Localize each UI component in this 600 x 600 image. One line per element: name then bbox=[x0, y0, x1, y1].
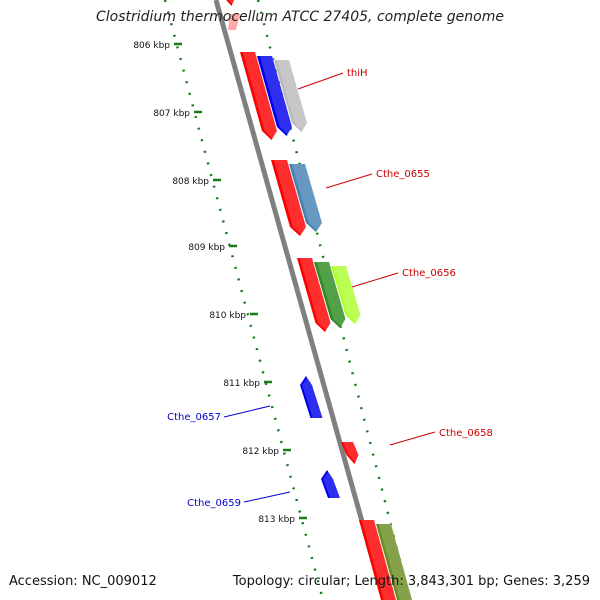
ruler-tick-label: 811 kbp bbox=[223, 379, 260, 389]
gene-feature-cthe_0659-part-0-sheen bbox=[323, 470, 343, 498]
backbone-line bbox=[213, 0, 387, 600]
gene-label: Cthe_0656 bbox=[402, 268, 456, 279]
gene-feature-cthe_0656-part-2-sheen bbox=[333, 266, 364, 324]
gene-feature-cthe_0658-part-0-sheen bbox=[343, 442, 361, 464]
gene-feature-unlabeled-part-1-sheen bbox=[378, 524, 415, 600]
gene-label-leader bbox=[389, 431, 436, 446]
gene-feature-cthe_0655-part-1-sheen bbox=[291, 164, 325, 232]
gene-feature-unlabeled-part-0 bbox=[359, 520, 396, 600]
page-title: Clostridium thermocellum ATCC 27405, com… bbox=[96, 9, 504, 25]
genome-summary-text: Topology: circular; Length: 3,843,301 bp… bbox=[232, 574, 590, 589]
ruler-dotted-line bbox=[163, 0, 325, 600]
ruler-tick-label: 808 kbp bbox=[172, 177, 209, 187]
gene-feature-cthe_0656-part-0-sheen bbox=[299, 258, 334, 332]
feature-partial-top bbox=[222, 0, 235, 6]
ruler-tick-label: 810 kbp bbox=[209, 311, 246, 321]
gene-feature-cthe_0655-part-0 bbox=[271, 160, 306, 236]
gene-feature-thih-part-2-sheen bbox=[276, 60, 310, 132]
gene-label: Cthe_0658 bbox=[439, 428, 493, 439]
gene-feature-unlabeled-part-0-sheen bbox=[361, 520, 399, 600]
ruler-tick-label: 813 kbp bbox=[258, 515, 295, 525]
gene-feature-thih-part-0-sheen bbox=[242, 52, 280, 140]
gene-feature-cthe_0657-part-0-sheen bbox=[302, 376, 325, 418]
gene-feature-cthe_0655-part-1 bbox=[289, 164, 322, 232]
gene-feature-cthe_0655-part-0-sheen bbox=[273, 160, 309, 236]
gene-feature-thih-part-1 bbox=[257, 56, 292, 136]
feature-partial-top-sheen bbox=[224, 0, 237, 6]
gene-label: Cthe_0657 bbox=[167, 412, 221, 423]
gene-label: Cthe_0659 bbox=[187, 498, 241, 509]
gene-feature-thih-part-0 bbox=[240, 52, 277, 140]
gene-label: thiH bbox=[347, 68, 368, 79]
ruler-tick-label: 809 kbp bbox=[188, 243, 225, 253]
gene-feature-cthe_0659-part-0 bbox=[321, 470, 340, 498]
gene-feature-cthe_0656-part-0 bbox=[297, 258, 331, 332]
gene-label-leader bbox=[223, 405, 271, 418]
gene-feature-cthe_0656-part-1-sheen bbox=[316, 262, 349, 328]
gene-label: Cthe_0655 bbox=[376, 169, 430, 180]
gene-feature-cthe_0656-part-1 bbox=[314, 262, 346, 328]
gene-feature-unlabeled-part-1 bbox=[376, 524, 413, 600]
ruler-tick-label: 806 kbp bbox=[133, 41, 170, 51]
gene-feature-cthe_0656-part-2 bbox=[331, 266, 361, 324]
feature-partial-pink bbox=[228, 14, 240, 30]
gene-feature-thih-part-2 bbox=[274, 60, 307, 132]
gene-feature-cthe_0658-part-0 bbox=[341, 442, 359, 464]
ruler-tick-label: 807 kbp bbox=[153, 109, 190, 119]
gene-feature-thih-part-1-sheen bbox=[259, 56, 295, 136]
gene-label-leader bbox=[351, 272, 399, 288]
gene-label-leader bbox=[243, 491, 291, 503]
gene-feature-cthe_0657-part-0 bbox=[300, 376, 323, 418]
accession-text: Accession: NC_009012 bbox=[9, 574, 157, 589]
gene-label-leader bbox=[325, 173, 373, 189]
ruler-tick-label: 812 kbp bbox=[242, 447, 279, 457]
gene-label-leader bbox=[297, 72, 344, 90]
